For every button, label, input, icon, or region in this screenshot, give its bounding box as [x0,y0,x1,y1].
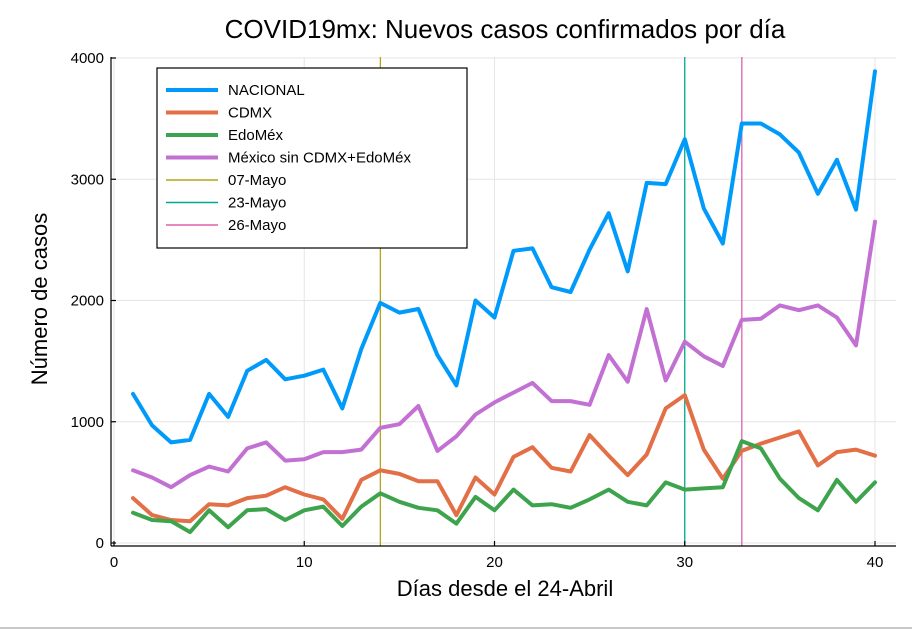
x-axis-label: Días desde el 24-Abril [397,576,613,601]
y-tick-label: 0 [96,535,104,552]
series-line-1 [131,393,877,524]
legend-label: México sin CDMX+EdoMéx [228,150,411,167]
series-line-0 [131,69,877,445]
series-line-3 [131,219,877,490]
x-tick-label: 10 [296,554,313,571]
series-line-2 [131,439,877,535]
legend-label: NACIONAL [228,82,305,99]
x-tick-label: 20 [486,554,503,571]
axes-frame [110,57,896,547]
legend-label: 26-Mayo [228,217,286,234]
y-axis-label: Número de casos [27,213,52,385]
y-tick-label: 3000 [71,171,104,188]
legend-label: 07-Mayo [228,172,286,189]
legend: NACIONAL CDMX EdoMéx México sin CDMX+EdoMéx… [156,67,468,249]
x-tick-label: 30 [676,554,693,571]
y-tick-label: 2000 [71,293,104,310]
chart-title: COVID19mx: Nuevos casos confirmados por … [225,14,786,44]
tick-labels: 0 10 20 30 40 0 1000 2000 3000 4000 [71,50,884,571]
legend-label: CDMX [228,105,272,122]
y-tick-label: 4000 [71,50,104,67]
x-tick-label: 0 [110,554,118,571]
window-bottom-edge [0,627,912,629]
y-tick-label: 1000 [71,414,104,431]
x-tick-label: 40 [867,554,884,571]
legend-label: 23-Mayo [228,195,286,212]
legend-label: EdoMéx [228,127,284,144]
series-lines [131,69,877,535]
